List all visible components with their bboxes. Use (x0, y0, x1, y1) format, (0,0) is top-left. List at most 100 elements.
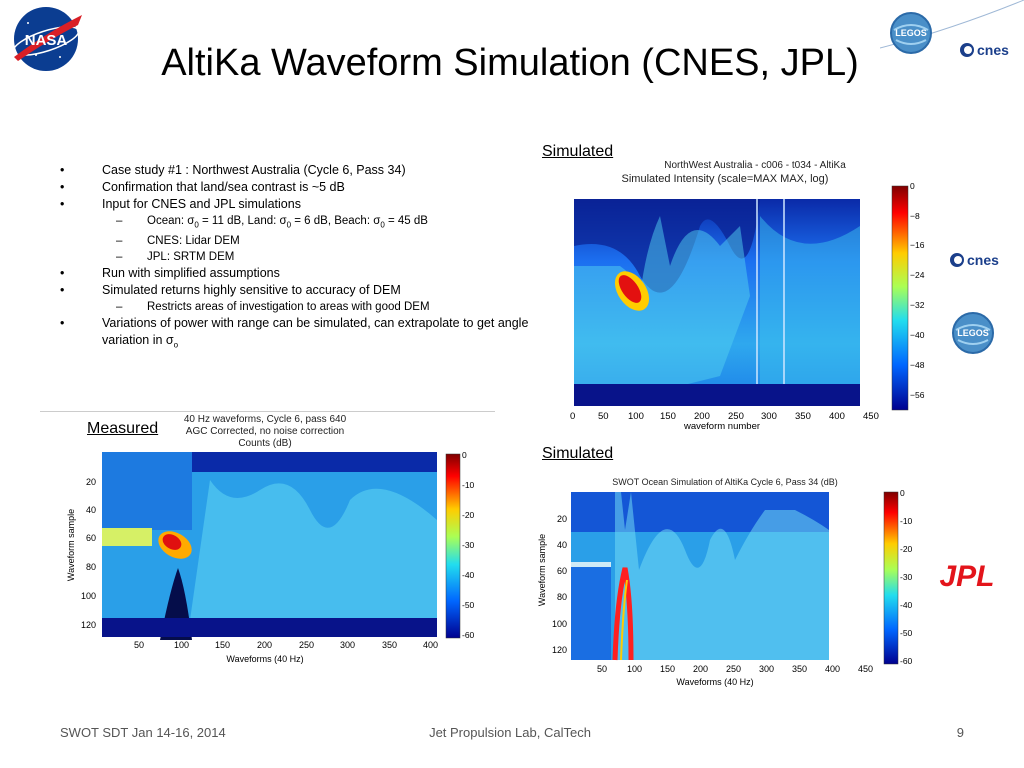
plot-top-simulated: 0 50 100 150 200 250 300 350 400 450 wav… (570, 199, 879, 431)
colorbar-tick: −24 (910, 270, 925, 280)
tick-label: 20 (557, 514, 567, 524)
colorbar-tick: −8 (910, 211, 920, 221)
colorbar-tick: -20 (900, 544, 913, 554)
plot-measured-title2: AGC Corrected, no noise correction (185, 426, 345, 437)
tick-label: 400 (423, 640, 438, 650)
tick-label: 400 (829, 411, 845, 422)
tick-label: 250 (299, 640, 314, 650)
tick-label: 350 (795, 411, 811, 422)
bullet-item: Run with simplified assumptions (60, 265, 540, 282)
colorbar-tick: −32 (910, 300, 925, 310)
tick-label: 250 (728, 411, 744, 422)
tick-label: 80 (557, 592, 567, 602)
divider (40, 411, 495, 412)
tick-label: 200 (257, 640, 272, 650)
cnes-logo-mid: cnes (950, 252, 999, 268)
nasa-wordmark: NASA (25, 32, 68, 49)
bullet-item: Input for CNES and JPL simulations (60, 196, 540, 213)
cnes-logo-top: cnes (960, 42, 1009, 58)
colorbar-tick: -40 (900, 600, 913, 610)
simulated-label-bottom: Simulated (542, 445, 614, 462)
colorbar-tick: −16 (910, 240, 925, 250)
colorbar-tick: −48 (910, 360, 925, 370)
legos-globe-icon: LEGOS (952, 312, 994, 354)
colorbar-tick: -60 (462, 630, 475, 640)
tick-label: 80 (86, 562, 96, 572)
tick-label: 100 (628, 411, 644, 422)
nasa-logo: NASA (12, 7, 82, 71)
tick-label: 40 (86, 505, 96, 515)
footer-center: Jet Propulsion Lab, CalTech (429, 725, 591, 740)
sub-bullet-item: JPL: SRTM DEM (60, 249, 540, 265)
colorbar-tick: -30 (900, 572, 913, 582)
sub-bullet-item: CNES: Lidar DEM (60, 233, 540, 249)
sub-bullet-item: Restricts areas of investigation to area… (60, 299, 540, 315)
tick-label: 350 (382, 640, 397, 650)
plot-top-title2: Simulated Intensity (scale=MAX MAX, log) (621, 173, 829, 185)
colorbar-tick: -50 (462, 600, 475, 610)
cnes-mark-icon (960, 43, 974, 57)
bullet-list: Case study #1 : Northwest Australia (Cyc… (60, 162, 540, 354)
tick-label: 100 (627, 664, 642, 674)
colorbar-tick: -20 (462, 510, 475, 520)
cnes-mark-icon (950, 253, 964, 267)
plot-top-title1: NorthWest Australia - c006 - t034 - Alti… (664, 160, 846, 171)
tick-label: 300 (340, 640, 355, 650)
legos-logo-mid: LEGOS (950, 310, 996, 361)
svg-text:JPL: JPL (939, 560, 994, 592)
colorbar-tick: -30 (462, 540, 475, 550)
tick-label: 250 (726, 664, 741, 674)
colorbar-tick: -10 (900, 516, 913, 526)
plot-measured: 20 40 60 80 100 120 50 100 150 200 250 3… (66, 452, 438, 664)
tick-label: 200 (693, 664, 708, 674)
tick-label: 450 (863, 411, 879, 422)
tick-label: 150 (215, 640, 230, 650)
colorbar-tick: −56 (910, 390, 925, 400)
svg-text:LEGOS: LEGOS (957, 328, 989, 338)
plot-jpl: 20 40 60 80 100 120 50 100 150 200 250 3… (537, 492, 873, 687)
tick-label: 0 (570, 411, 575, 422)
plot-measured-colorbar: 0 -10 -20 -30 -40 -50 -60 (445, 450, 475, 640)
simulated-label-top: Simulated (542, 143, 614, 160)
legos-globe-icon: LEGOS (890, 12, 932, 54)
x-axis-label: waveform number (683, 421, 760, 431)
colorbar-tick: -10 (462, 480, 475, 490)
tick-label: 350 (792, 664, 807, 674)
x-axis-label: Waveforms (40 Hz) (676, 677, 753, 687)
tick-label: 50 (598, 411, 609, 422)
plot-measured-title1: 40 Hz waveforms, Cycle 6, pass 640 (183, 414, 347, 425)
tick-label: 100 (552, 619, 567, 629)
bullet-item: Case study #1 : Northwest Australia (Cyc… (60, 162, 540, 179)
tick-label: 100 (174, 640, 189, 650)
sub-bullet-item: Ocean: σ0 = 11 dB, Land: σ0 = 6 dB, Beac… (60, 213, 540, 233)
bullet-item: Confirmation that land/sea contrast is ~… (60, 179, 540, 196)
tick-label: 300 (761, 411, 777, 422)
tick-label: 50 (134, 640, 144, 650)
y-axis-label: Waveform sample (537, 534, 547, 606)
colorbar-tick: 0 (910, 182, 915, 191)
tick-label: 120 (81, 620, 96, 630)
tick-label: 300 (759, 664, 774, 674)
tick-label: 120 (552, 645, 567, 655)
page-number: 9 (956, 725, 964, 740)
tick-label: 40 (557, 540, 567, 550)
legos-logo-top: LEGOS (888, 10, 934, 61)
colorbar-tick: 0 (462, 450, 467, 460)
measured-label: Measured (87, 420, 159, 437)
plot-measured-title3: Counts (dB) (238, 438, 292, 449)
tick-label: 100 (81, 591, 96, 601)
slide-title: AltiKa Waveform Simulation (CNES, JPL) (161, 42, 859, 84)
tick-label: 60 (86, 533, 96, 543)
tick-label: 150 (660, 411, 676, 422)
colorbar-tick: -50 (900, 628, 913, 638)
jpl-logo: JPL (939, 560, 994, 592)
bullet-item: Variations of power with range can be si… (60, 315, 540, 354)
colorbar-tick: −40 (910, 330, 925, 340)
tick-label: 60 (557, 566, 567, 576)
footer-left: SWOT SDT Jan 14-16, 2014 (60, 725, 226, 740)
plot-jpl-title: SWOT Ocean Simulation of AltiKa Cycle 6,… (612, 477, 838, 487)
colorbar-tick: -40 (462, 570, 475, 580)
colorbar-tick: -60 (900, 656, 913, 666)
plot-jpl-colorbar: 0 -10 -20 -30 -40 -50 -60 (883, 488, 913, 666)
tick-label: 150 (660, 664, 675, 674)
